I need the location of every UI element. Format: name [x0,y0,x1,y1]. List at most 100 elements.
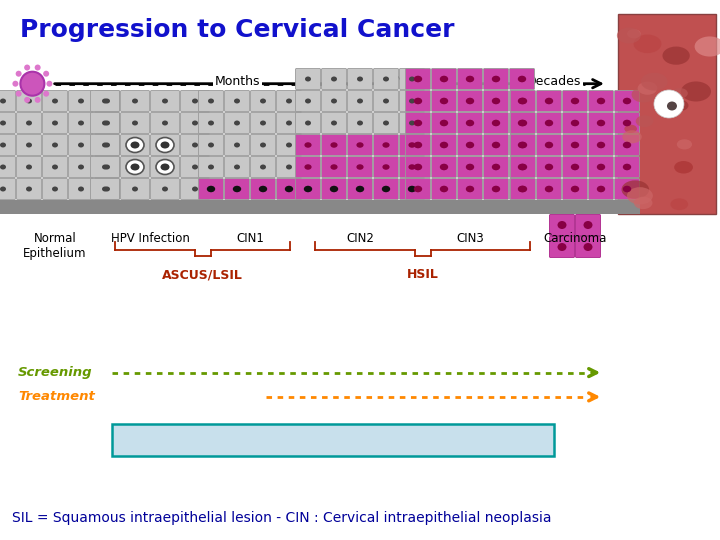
FancyBboxPatch shape [17,112,42,133]
Ellipse shape [104,143,110,147]
FancyBboxPatch shape [374,157,398,178]
FancyBboxPatch shape [348,157,372,178]
Ellipse shape [622,130,642,143]
FancyBboxPatch shape [575,214,600,235]
Ellipse shape [674,161,693,173]
Ellipse shape [636,115,653,127]
FancyBboxPatch shape [94,157,120,178]
FancyBboxPatch shape [198,200,302,214]
FancyBboxPatch shape [0,157,16,178]
Ellipse shape [156,159,174,174]
Text: HPV Infection: HPV Infection [111,232,189,245]
FancyBboxPatch shape [68,179,94,199]
Ellipse shape [52,165,58,170]
Ellipse shape [518,164,526,170]
FancyBboxPatch shape [400,91,425,111]
FancyBboxPatch shape [199,157,223,178]
Ellipse shape [440,141,448,149]
FancyBboxPatch shape [484,134,508,156]
Ellipse shape [104,165,110,170]
FancyBboxPatch shape [225,112,250,133]
FancyBboxPatch shape [322,134,346,156]
Ellipse shape [102,165,108,170]
Ellipse shape [519,186,527,192]
FancyBboxPatch shape [510,134,536,156]
FancyBboxPatch shape [510,69,534,90]
Text: CIN3: CIN3 [456,232,484,245]
FancyBboxPatch shape [90,200,210,214]
FancyBboxPatch shape [484,69,508,90]
Ellipse shape [26,120,32,125]
Ellipse shape [597,164,606,170]
Text: Years: Years [397,75,431,88]
FancyBboxPatch shape [120,157,150,178]
FancyBboxPatch shape [295,69,320,90]
Ellipse shape [466,76,474,82]
FancyBboxPatch shape [400,179,425,199]
Ellipse shape [519,141,527,149]
Ellipse shape [440,120,448,126]
Text: Normal
Epithelium: Normal Epithelium [23,232,86,260]
Ellipse shape [331,98,337,104]
FancyBboxPatch shape [68,91,94,111]
Ellipse shape [571,141,579,149]
FancyBboxPatch shape [0,179,16,199]
Ellipse shape [408,164,415,170]
FancyBboxPatch shape [225,157,250,178]
FancyBboxPatch shape [112,424,554,456]
FancyBboxPatch shape [457,112,482,133]
FancyBboxPatch shape [457,157,482,178]
Text: ASCUS/LSIL: ASCUS/LSIL [162,268,243,281]
FancyBboxPatch shape [484,91,508,111]
FancyBboxPatch shape [405,157,431,178]
FancyBboxPatch shape [374,179,398,199]
Ellipse shape [0,186,6,192]
Ellipse shape [305,98,311,104]
Ellipse shape [78,165,84,170]
FancyBboxPatch shape [431,134,456,156]
Ellipse shape [286,165,292,170]
Ellipse shape [382,142,390,148]
Ellipse shape [102,143,108,147]
Ellipse shape [132,186,138,192]
Ellipse shape [466,98,474,104]
Ellipse shape [130,164,140,171]
FancyBboxPatch shape [120,112,150,133]
FancyBboxPatch shape [431,69,456,90]
Ellipse shape [0,165,6,170]
FancyBboxPatch shape [225,179,250,199]
FancyBboxPatch shape [322,157,346,178]
FancyBboxPatch shape [0,134,16,156]
Ellipse shape [414,120,422,126]
Ellipse shape [52,98,58,104]
Ellipse shape [356,164,364,170]
Ellipse shape [331,120,337,125]
Ellipse shape [104,186,110,192]
Ellipse shape [304,186,312,192]
Ellipse shape [330,142,338,148]
Circle shape [20,72,45,96]
Ellipse shape [545,186,553,192]
Ellipse shape [627,187,653,205]
FancyBboxPatch shape [510,179,534,199]
Ellipse shape [208,98,214,104]
Ellipse shape [383,77,389,82]
FancyBboxPatch shape [588,134,613,156]
FancyBboxPatch shape [94,112,120,133]
FancyBboxPatch shape [199,112,223,133]
FancyBboxPatch shape [405,200,535,214]
Ellipse shape [383,98,389,104]
Ellipse shape [440,98,448,104]
Circle shape [24,97,30,103]
Ellipse shape [357,98,363,104]
FancyBboxPatch shape [276,112,302,133]
Ellipse shape [414,164,422,170]
Ellipse shape [52,186,58,192]
Ellipse shape [234,98,240,104]
Ellipse shape [234,165,240,170]
FancyBboxPatch shape [42,134,68,156]
Ellipse shape [285,186,293,192]
FancyBboxPatch shape [348,69,372,90]
Ellipse shape [654,90,684,118]
Ellipse shape [208,165,214,170]
